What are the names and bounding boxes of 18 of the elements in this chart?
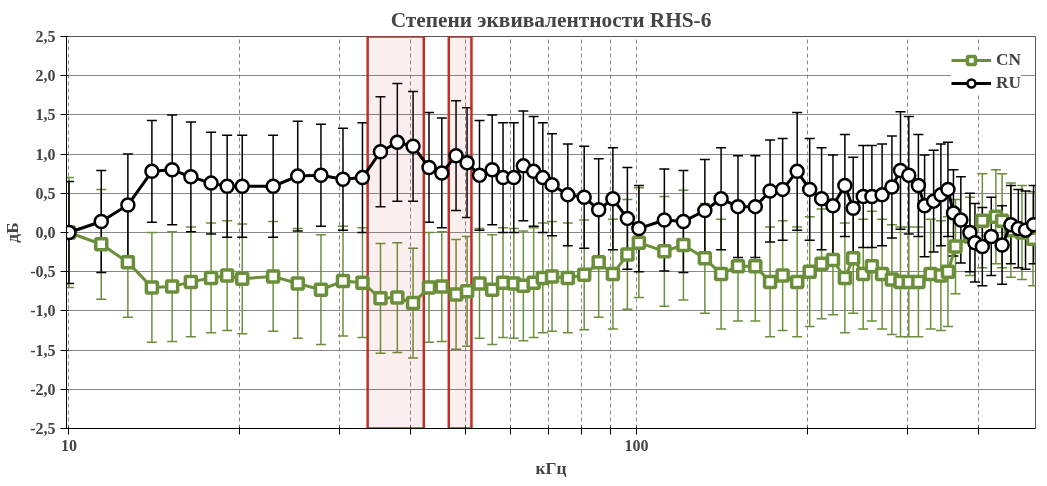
legend-label: CN	[995, 50, 1021, 70]
y-tick-label: 0,0	[35, 224, 56, 241]
x-axis-title: кГц	[535, 458, 567, 478]
y-axis-title: дБ	[3, 222, 23, 243]
y-tick-label: -1,0	[30, 302, 56, 320]
y-tick-label: 1,0	[35, 145, 56, 163]
y-tick-label: -2,5	[30, 420, 56, 437]
x-tick-label: 10	[60, 436, 77, 454]
y-tick-label: 0,5	[35, 184, 56, 202]
y-tick-label: -1,5	[30, 341, 56, 359]
x-tick-label: 100	[624, 436, 649, 454]
legend-label: RU	[995, 73, 1021, 93]
y-tick-label: 2,5	[35, 28, 56, 45]
chart-title: Степени эквивалентности RHS-6	[390, 7, 712, 32]
y-tick-label: 2,0	[35, 67, 56, 85]
y-tick-label: -0,5	[30, 263, 56, 281]
y-tick-label: -2,0	[30, 380, 56, 398]
y-tick-label: 1,5	[35, 106, 56, 124]
